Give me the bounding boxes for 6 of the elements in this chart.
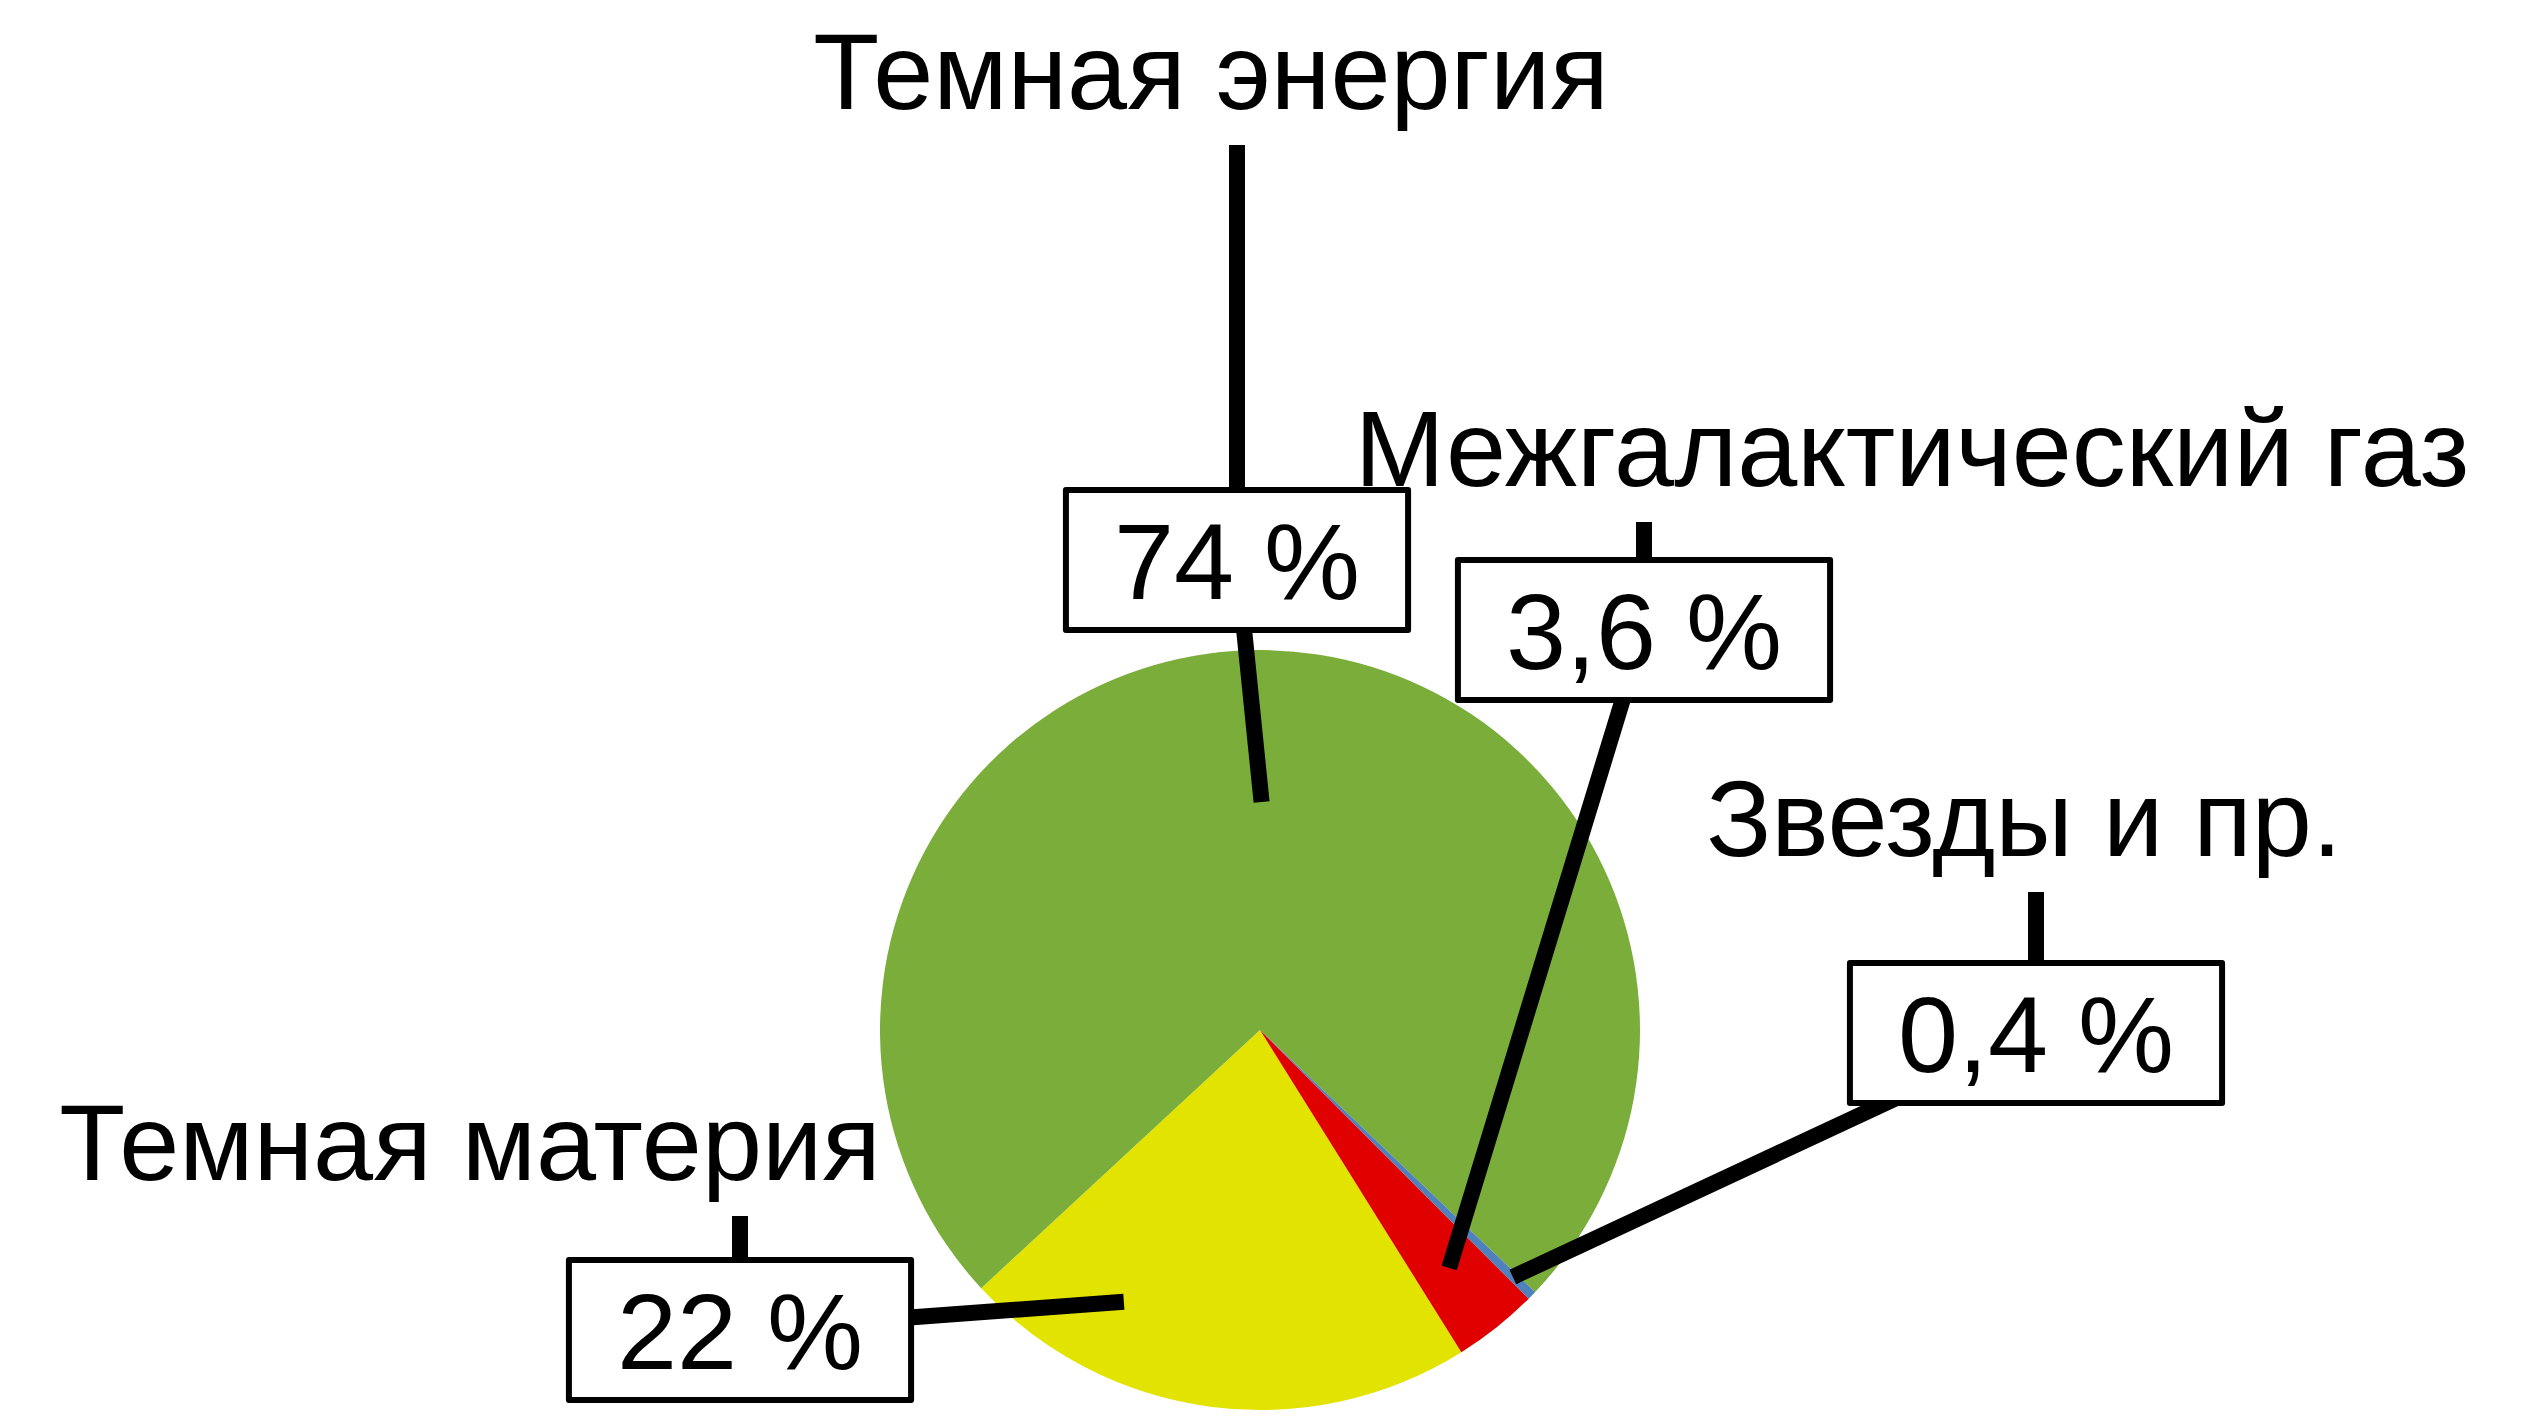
slice-label: Звезды и пр. <box>1706 758 2342 879</box>
data-label: 22 % <box>616 1271 864 1392</box>
data-label: 0,4 % <box>1897 974 2175 1095</box>
slice-label: Темная материя <box>59 1082 881 1203</box>
data-label: 3,6 % <box>1505 571 1783 692</box>
slice-label: Темная энергия <box>813 11 1609 132</box>
